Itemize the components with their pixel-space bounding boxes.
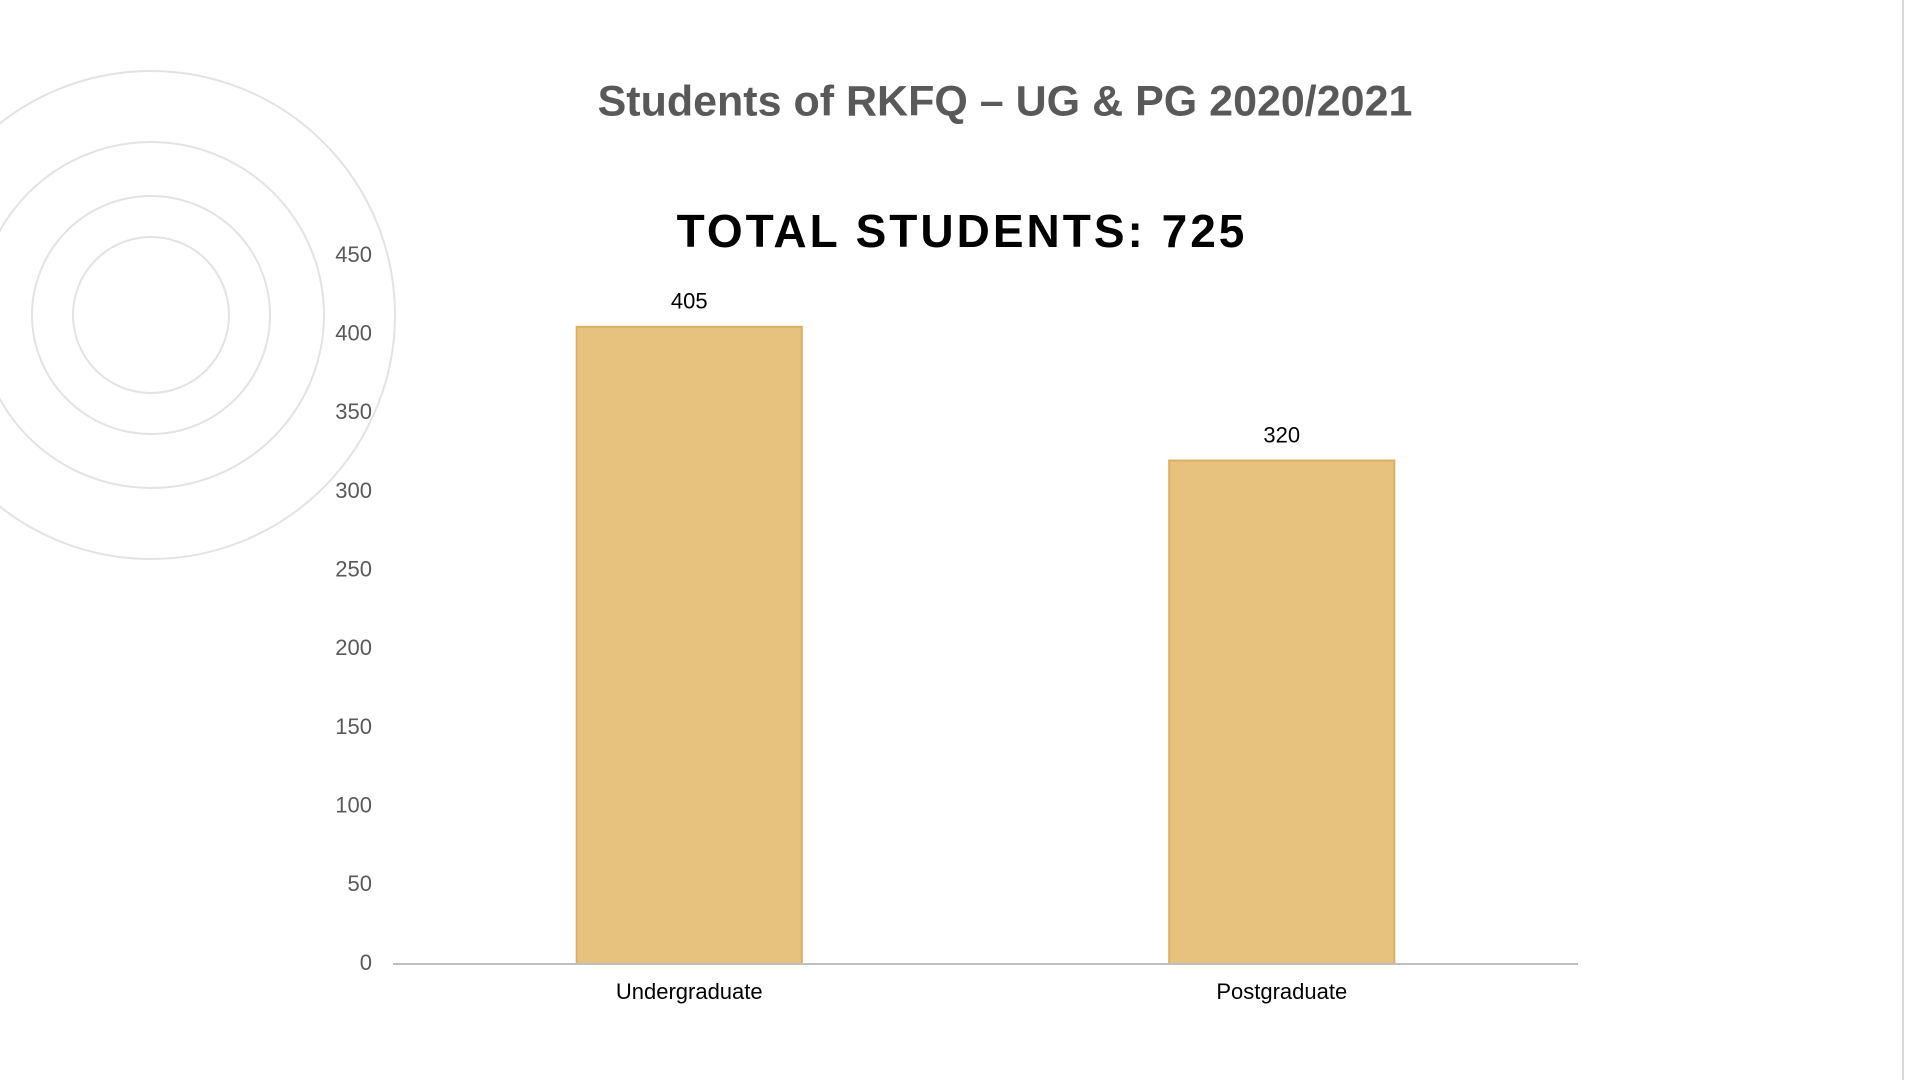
value-label: 320 [1263, 422, 1300, 447]
x-tick-label: Undergraduate [616, 979, 763, 1004]
y-tick-label: 0 [360, 950, 372, 975]
chart-title: Students of RKFQ – UG & PG 2020/2021 [598, 77, 1413, 125]
decoration [0, 70, 396, 560]
x-tick-label: Postgraduate [1216, 979, 1347, 1004]
y-tick-label: 250 [335, 556, 372, 581]
chart-subtitle: TOTAL STUDENTS: 725 [677, 205, 1248, 257]
y-tick-label: 50 [348, 871, 372, 896]
y-tick-label: 450 [335, 242, 372, 267]
y-tick-label: 400 [335, 320, 372, 345]
y-tick-label: 350 [335, 399, 372, 424]
bar [575, 325, 803, 965]
y-tick-label: 100 [335, 792, 372, 817]
y-tick-label: 200 [335, 635, 372, 660]
y-tick-label: 150 [335, 714, 372, 739]
y-tick-label: 300 [335, 478, 372, 503]
value-label: 405 [671, 289, 708, 314]
bar [1168, 459, 1396, 965]
